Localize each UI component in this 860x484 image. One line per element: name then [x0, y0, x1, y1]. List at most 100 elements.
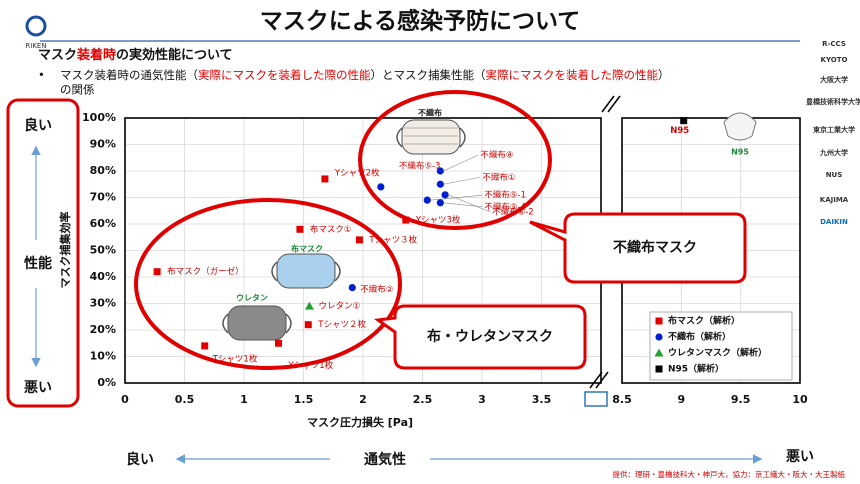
x-axis-title: マスク圧力損失 [Pa] [307, 415, 413, 429]
y-tick-label: 10% [90, 350, 116, 363]
x-tick-label: 10 [792, 393, 808, 406]
point-label: 不織布⑥-2 [492, 206, 534, 217]
point-label: Yシャツ2枚 [334, 167, 380, 178]
y-axis-title: マスク捕集効率 [58, 212, 72, 289]
callout [373, 304, 587, 370]
bullet-part: ） [658, 68, 670, 82]
y-tick-label: 100% [82, 111, 116, 124]
data-point [275, 339, 283, 347]
logo: 東京工業大学 [813, 125, 855, 134]
y-tick-label: 0% [97, 376, 116, 389]
data-point [304, 321, 312, 329]
mask-image [271, 261, 341, 282]
x-tick-label: 9.5 [731, 393, 751, 406]
mask-image [227, 305, 287, 341]
x-tick-label: 0 [121, 393, 129, 406]
data-point [441, 191, 449, 199]
logo-mark [25, 15, 47, 37]
logo: NUS [826, 171, 843, 179]
bullet-part: ）とマスク捕集性能（ [371, 68, 486, 82]
bottom-label: 良い [126, 451, 154, 468]
subtitle: マスク装着時の実効性能について [38, 47, 233, 63]
point-label: 不織布⑤-4 [484, 201, 526, 212]
legend-marker [655, 365, 663, 373]
point-label: 不織布② [360, 284, 393, 295]
mask-image [401, 119, 461, 155]
highlight-ellipse [358, 90, 552, 230]
legend-marker [654, 348, 664, 357]
bottom-label: 通気性 [364, 451, 406, 468]
legend-box [649, 311, 793, 381]
y-tick-label: 20% [90, 323, 116, 336]
data-point [296, 225, 304, 233]
x-tick-label: 2 [359, 393, 367, 406]
highlight-ellipse [134, 198, 402, 370]
data-point [436, 180, 444, 188]
data-point [423, 196, 431, 204]
y-tick-label: 50% [90, 244, 116, 257]
mask-image [396, 127, 466, 148]
mask-image [222, 313, 292, 334]
data-point [377, 183, 385, 191]
point-label: Tシャツ２枚 [317, 319, 366, 330]
point-label: Tシャツ３枚 [368, 234, 417, 245]
performance-box [6, 98, 80, 408]
callout [529, 212, 747, 284]
credit: 提供：理研・豊橋技科大・神戸大，協力：京工繊大・阪大・大王製紙 [613, 469, 846, 479]
x-tick-label: 2.5 [413, 393, 433, 406]
bullet-part: 実際にマスクを装着した際の性能 [198, 68, 371, 82]
logo: R-CCS [822, 40, 846, 48]
data-point [436, 199, 444, 207]
logo: RIKEN [25, 42, 46, 50]
y-tick-label: 40% [90, 270, 116, 283]
point-label: 不織布⑤-3 [399, 160, 441, 171]
data-point [348, 284, 356, 292]
y-tick-label: 90% [90, 138, 116, 151]
bullet-part: の関係 [60, 83, 95, 97]
data-point [355, 236, 363, 244]
point-label: Yシャツ1枚 [288, 360, 334, 371]
bottom-label: 悪い [786, 449, 814, 465]
side-label: 悪い [24, 380, 52, 396]
data-point [436, 167, 444, 175]
bullet-part: マスク装着時の通気性能（ [60, 68, 198, 82]
leader-line [443, 154, 479, 172]
legend-label: N95（解析） [668, 363, 724, 375]
point-label: N95 [670, 126, 689, 136]
y-tick-label: 60% [90, 217, 116, 230]
slide-title: マスクによる感染予防について [260, 8, 581, 35]
x-tick-label: 0.5 [175, 393, 195, 406]
legend-marker [655, 317, 663, 325]
subtitle-part: 装着時 [76, 47, 116, 63]
y-tick-label: 70% [90, 191, 116, 204]
axis-break [589, 95, 621, 389]
subtitle-part: マスク [38, 48, 77, 63]
legend-label: 不織布（解析） [668, 331, 731, 343]
legend-marker [655, 333, 663, 341]
x-tick-label: 3 [478, 393, 486, 406]
x-tick-label: 1.5 [294, 393, 314, 406]
bullet-mark: • [38, 68, 45, 82]
bullet-part: 実際にマスクを装着した際の性能 [486, 68, 659, 82]
x-tick-label: 1 [240, 393, 248, 406]
point-label: 不織布⑧ [480, 150, 513, 161]
y-tick-label: 30% [90, 297, 116, 310]
y-tick-label: 80% [90, 164, 116, 177]
point-label: ウレタン① [318, 302, 360, 312]
logo: KAJIMA [820, 196, 849, 204]
leader-line [447, 194, 491, 213]
point-label: 布マスク（ガーゼ） [167, 266, 244, 277]
image-label: 布マスク [290, 244, 323, 254]
callout-text: 布・ウレタンマスク [427, 328, 553, 345]
mask-image [723, 112, 757, 141]
side-label: 良い [24, 117, 52, 134]
point-label: 不織布⑤-1 [484, 190, 526, 201]
logo: 豊橋技術科学大学 [806, 97, 860, 106]
logo: DAIKIN [820, 218, 848, 226]
mask-image [276, 253, 336, 289]
bullet: マスク装着時の通気性能（実際にマスクを装着した際の性能）とマスク捕集性能（実際に… [60, 68, 670, 82]
x-tick-label: 9 [678, 393, 686, 406]
data-point [321, 175, 329, 183]
logo: KYOTO [821, 56, 848, 64]
logo: 大阪大学 [820, 75, 848, 84]
